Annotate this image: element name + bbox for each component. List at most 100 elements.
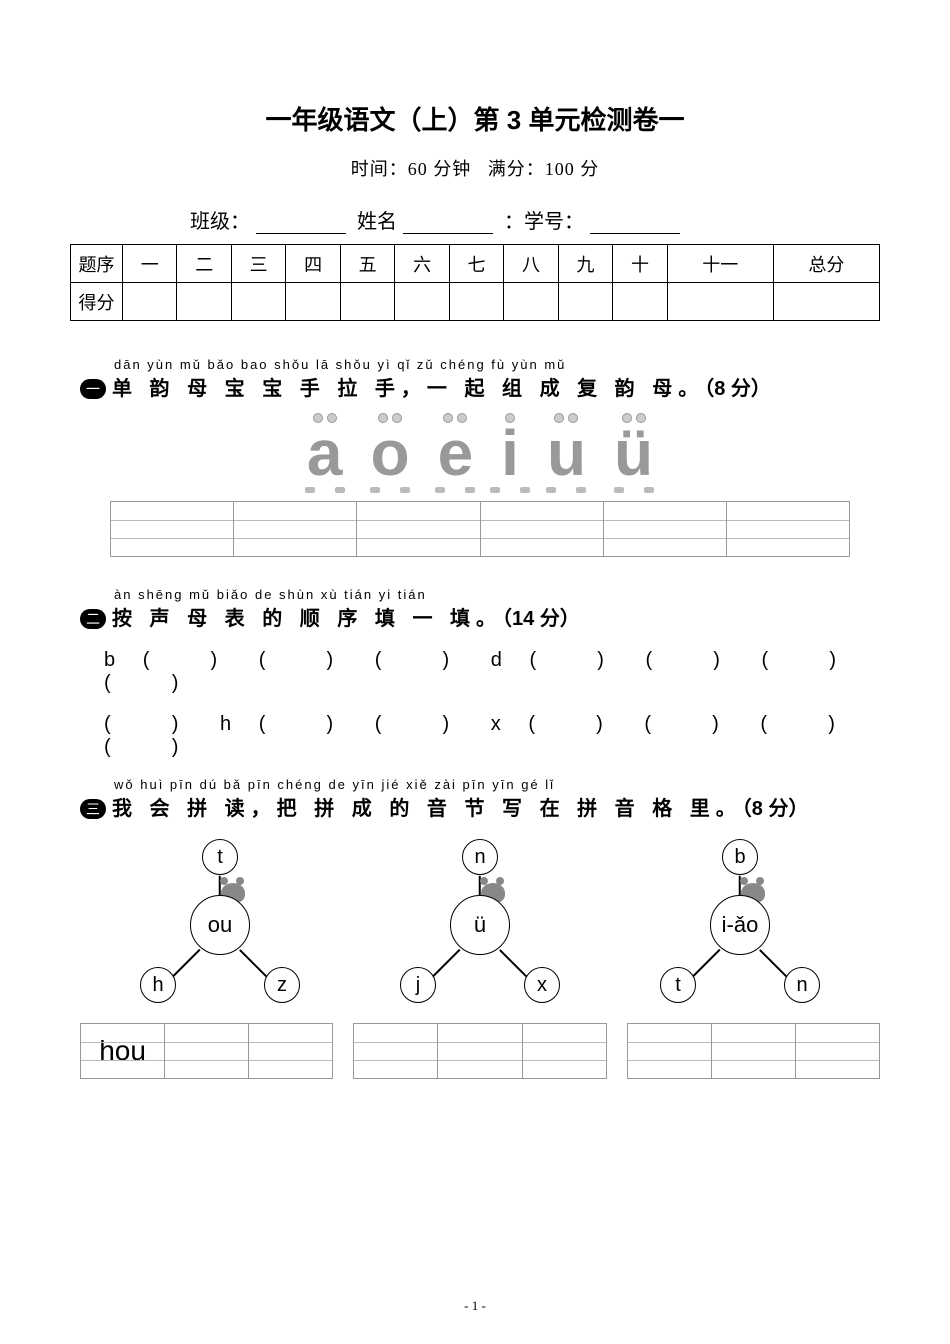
col-8: 八 xyxy=(504,245,558,283)
col-11: 十一 xyxy=(667,245,773,283)
diagram-br: z xyxy=(264,967,300,1003)
q3-num-badge: 三 xyxy=(80,799,106,819)
id-label: ：学号： xyxy=(504,211,584,233)
score-table-header-row: 题序 一 二 三 四 五 六 七 八 九 十 十一 总分 xyxy=(71,245,880,283)
score-cell[interactable] xyxy=(773,283,879,321)
answer-cell[interactable] xyxy=(627,1023,712,1079)
diagram-top: b xyxy=(722,839,758,875)
score-cell[interactable] xyxy=(123,283,177,321)
answer-cell[interactable] xyxy=(796,1023,880,1079)
col-9: 九 xyxy=(558,245,612,283)
score-cell[interactable] xyxy=(449,283,503,321)
q3-header: 三 wǒ huì pīn dú bǎ pīn chéng de yīn jié … xyxy=(80,777,880,821)
vowel-i: i xyxy=(501,421,519,485)
name-blank[interactable] xyxy=(403,214,493,234)
time-value: 60 分钟 xyxy=(408,159,472,179)
diagram-mid: ü xyxy=(450,895,510,955)
score-cell[interactable] xyxy=(286,283,340,321)
q2-header: 二 àn shēng mǔ biǎo de shùn xù tián yi ti… xyxy=(80,587,880,631)
diagram-bl: j xyxy=(400,967,436,1003)
col-7: 七 xyxy=(449,245,503,283)
grid-cell[interactable] xyxy=(727,501,850,557)
id-blank[interactable] xyxy=(590,214,680,234)
answer-grid xyxy=(627,1023,880,1079)
full-score-label: 满分： xyxy=(488,159,545,179)
student-info-row: 班级： 姓名 ：学号： xyxy=(70,205,880,234)
col-4: 四 xyxy=(286,245,340,283)
pinyin-diagram: t ou h z xyxy=(120,839,320,1009)
answer-cell[interactable] xyxy=(523,1023,607,1079)
col-2: 二 xyxy=(177,245,231,283)
col-total: 总分 xyxy=(773,245,879,283)
q2-text: 按 声 母 表 的 顺 序 填 一 填。（14 分） xyxy=(112,602,580,631)
question-3: 三 wǒ huì pīn dú bǎ pīn chéng de yīn jié … xyxy=(70,777,880,1079)
question-2: 二 àn shēng mǔ biǎo de shùn xù tián yi ti… xyxy=(70,587,880,759)
q2-text-content: 按 声 母 表 的 顺 序 填 一 填。 xyxy=(112,608,502,630)
diagram-top: t xyxy=(202,839,238,875)
q2-points: （14 分） xyxy=(502,608,580,630)
row-header: 题序 xyxy=(71,245,123,283)
score-cell[interactable] xyxy=(504,283,558,321)
question-1: 一 dān yùn mǔ bǎo bao shǒu lā shǒu yì qǐ … xyxy=(70,357,880,557)
answer-cell[interactable] xyxy=(165,1023,249,1079)
grid-cell[interactable] xyxy=(110,501,234,557)
q1-answer-grid xyxy=(110,501,850,557)
diagram-bl: t xyxy=(660,967,696,1003)
answer-cell[interactable] xyxy=(353,1023,438,1079)
q2-num-badge: 二 xyxy=(80,609,106,629)
q3-diagrams: t ou h z n ü j x b i-ǎo t n xyxy=(90,839,870,1009)
score-cell[interactable] xyxy=(613,283,667,321)
score-cell[interactable] xyxy=(395,283,449,321)
score-cell[interactable] xyxy=(177,283,231,321)
answer-cell[interactable] xyxy=(712,1023,796,1079)
full-score-value: 100 分 xyxy=(545,159,600,179)
answer-grid: hou xyxy=(80,1023,333,1079)
score-cell[interactable] xyxy=(231,283,285,321)
col-6: 六 xyxy=(395,245,449,283)
q1-text-content: 单 韵 母 宝 宝 手 拉 手，一 起 组 成 复 韵 母。 xyxy=(112,378,704,400)
q1-points: （8 分） xyxy=(704,378,771,400)
score-cell[interactable] xyxy=(340,283,394,321)
page-title: 一年级语文（上）第 3 单元检测卷一 xyxy=(70,100,880,137)
score-cell[interactable] xyxy=(667,283,773,321)
vowel-characters: a o e i u ü xyxy=(80,421,880,485)
diagram-bl: h xyxy=(140,967,176,1003)
q1-pinyin: dān yùn mǔ bǎo bao shǒu lā shǒu yì qǐ zǔ… xyxy=(112,357,771,372)
q3-text-content: 我 会 拼 读，把 拼 成 的 音 节 写 在 拼 音 格 里。 xyxy=(112,798,742,820)
grid-cell[interactable] xyxy=(357,501,480,557)
q2-row1[interactable]: b ( ) ( ) ( ) d ( ) ( ) ( ) ( ) xyxy=(104,649,880,695)
exam-meta: 时间：60 分钟 满分：100 分 xyxy=(70,155,880,181)
answer-cell[interactable]: hou xyxy=(80,1023,165,1079)
q3-points: （8 分） xyxy=(742,798,809,820)
score-cell[interactable] xyxy=(558,283,612,321)
vowel-e: e xyxy=(438,421,474,485)
score-table: 题序 一 二 三 四 五 六 七 八 九 十 十一 总分 得分 xyxy=(70,244,880,321)
q2-pinyin: àn shēng mǔ biǎo de shùn xù tián yi tián xyxy=(112,587,580,602)
pinyin-diagram: n ü j x xyxy=(380,839,580,1009)
name-label: 姓名 xyxy=(357,211,397,233)
time-label: 时间： xyxy=(351,159,408,179)
answer-cell[interactable] xyxy=(438,1023,522,1079)
q3-answer-grids: hou xyxy=(80,1023,880,1079)
vowel-a: a xyxy=(307,421,343,485)
class-label: 班级： xyxy=(190,211,250,233)
vowel-u: u xyxy=(547,421,586,485)
pinyin-diagram: b i-ǎo t n xyxy=(640,839,840,1009)
q3-pinyin: wǒ huì pīn dú bǎ pīn chéng de yīn jié xi… xyxy=(112,777,808,792)
answer-grid xyxy=(353,1023,606,1079)
vowel-v: ü xyxy=(614,421,653,485)
diagram-mid: i-ǎo xyxy=(710,895,770,955)
q1-header: 一 dān yùn mǔ bǎo bao shǒu lā shǒu yì qǐ … xyxy=(80,357,880,401)
class-blank[interactable] xyxy=(256,214,346,234)
col-10: 十 xyxy=(613,245,667,283)
diagram-br: n xyxy=(784,967,820,1003)
grid-cell[interactable] xyxy=(234,501,357,557)
q2-row2[interactable]: ( ) h ( ) ( ) x ( ) ( ) ( ) ( ) xyxy=(104,713,880,759)
q1-num-badge: 一 xyxy=(80,379,106,399)
diagram-br: x xyxy=(524,967,560,1003)
grid-cell[interactable] xyxy=(604,501,727,557)
score-table-score-row: 得分 xyxy=(71,283,880,321)
grid-cell[interactable] xyxy=(481,501,604,557)
page-number: - 1 - xyxy=(0,1298,950,1314)
answer-cell[interactable] xyxy=(249,1023,333,1079)
